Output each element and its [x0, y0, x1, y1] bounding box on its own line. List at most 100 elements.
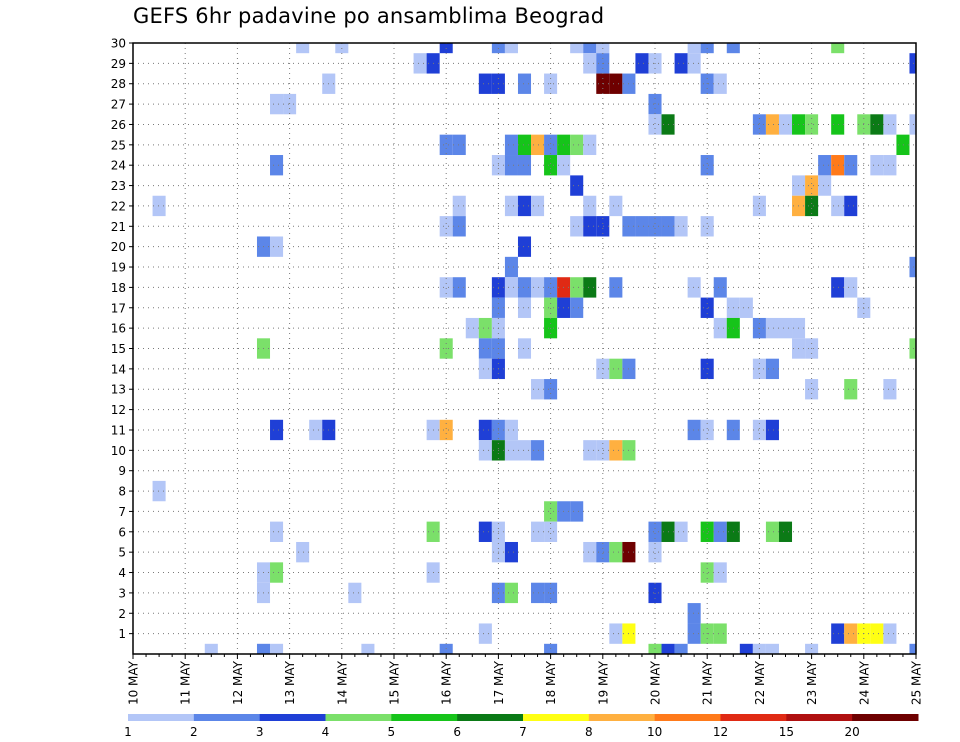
y-tick-label: 23: [111, 179, 126, 193]
heatmap-cell: [531, 440, 545, 461]
heatmap-cell: [531, 134, 545, 156]
heatmap-cell: [517, 440, 532, 461]
heatmap-cell: [713, 521, 727, 542]
legend-label: 15: [779, 725, 794, 739]
heatmap-cell: [452, 195, 466, 217]
legend-swatch: [193, 714, 261, 721]
x-tick-label: 16 MAY: [440, 660, 454, 705]
heatmap-cell: [609, 73, 623, 94]
x-tick-label: 10 MAY: [127, 660, 141, 705]
heatmap-cell: [478, 73, 492, 94]
heatmap-cell: [713, 277, 727, 298]
heatmap-cell: [583, 195, 597, 217]
y-tick-label: 24: [111, 159, 126, 173]
heatmap-cell: [504, 155, 518, 176]
heatmap-cell: [544, 582, 558, 604]
legend-swatch: [391, 714, 458, 721]
heatmap-cell: [504, 419, 518, 441]
heatmap-cell: [687, 623, 701, 644]
x-tick-label: 25 MAY: [910, 660, 924, 705]
legend-label: 2: [190, 725, 198, 739]
heatmap-cell: [778, 521, 793, 542]
heatmap-cell: [517, 155, 532, 176]
heatmap-cell: [452, 216, 466, 237]
heatmap-cell: [544, 155, 558, 176]
x-tick-label: 20 MAY: [649, 660, 663, 705]
heatmap-cell: [700, 155, 714, 176]
heatmap-cell: [544, 379, 558, 400]
heatmap-cell: [348, 582, 362, 604]
legend-swatch: [654, 714, 721, 721]
heatmap-cell: [739, 297, 753, 318]
heatmap-cell: [752, 114, 766, 135]
heatmap-cell: [413, 53, 427, 74]
heatmap-cell: [583, 277, 597, 298]
heatmap-cell: [831, 623, 845, 644]
heatmap-cell: [752, 195, 766, 217]
y-tick-label: 20: [111, 240, 126, 254]
heatmap-cell: [674, 216, 688, 237]
heatmap-cell: [713, 623, 727, 644]
x-tick-label: 19 MAY: [596, 660, 610, 705]
heatmap-cell: [870, 114, 884, 135]
y-tick-label: 26: [111, 118, 126, 132]
y-tick-label: 18: [111, 281, 126, 295]
heatmap-cell: [752, 419, 766, 441]
heatmap-cell: [609, 541, 623, 563]
x-tick-label: 24 MAY: [857, 660, 871, 705]
heatmap-cell: [570, 501, 584, 522]
y-tick-label: 22: [111, 199, 126, 213]
x-tick-label: 12 MAY: [231, 660, 245, 705]
heatmap-cell: [583, 216, 597, 237]
heatmap-cell: [883, 155, 897, 176]
y-tick-label: 27: [111, 98, 126, 112]
heatmap-cell: [517, 134, 532, 156]
heatmap-cell: [674, 521, 688, 542]
heatmap-cell: [283, 93, 297, 115]
heatmap-cell: [570, 134, 584, 156]
heatmap-cell: [439, 216, 453, 237]
heatmap-cell: [635, 216, 649, 237]
heatmap-cell: [270, 155, 284, 176]
heatmap-cell: [504, 541, 518, 563]
heatmap-cell: [439, 277, 453, 298]
heatmap-cell: [478, 440, 492, 461]
legend-swatch: [720, 714, 787, 721]
heatmap-cell: [204, 643, 218, 654]
heatmap-cell: [805, 195, 819, 217]
heatmap-cell: [609, 195, 623, 217]
heatmap-cell: [570, 175, 584, 196]
x-tick-label: 23 MAY: [805, 660, 819, 705]
legend-label: 12: [713, 725, 728, 739]
y-tick-label: 6: [118, 525, 126, 539]
heatmap-cell: [570, 277, 584, 298]
heatmap-cell: [909, 338, 916, 359]
heatmap-cell: [765, 358, 779, 380]
heatmap-cell: [870, 623, 884, 644]
heatmap-cell: [517, 73, 532, 94]
heatmap-cell: [517, 236, 532, 257]
heatmap-cell: [452, 134, 466, 156]
legend-swatch: [325, 714, 392, 721]
legend-swatch: [457, 714, 524, 721]
heatmap-cell: [687, 277, 701, 298]
heatmap-cell: [478, 338, 492, 359]
heatmap-cell: [439, 419, 453, 441]
y-tick-label: 17: [111, 301, 126, 315]
heatmap-cell: [909, 114, 916, 135]
y-tick-label: 25: [111, 138, 126, 152]
heatmap-cell: [635, 53, 649, 74]
legend-label: 7: [519, 725, 527, 739]
dotted-grid: [133, 43, 916, 654]
y-tick-label: 9: [118, 464, 126, 478]
heatmap-cell: [661, 643, 675, 654]
y-tick-label: 2: [118, 607, 126, 621]
heatmap-cell: [544, 277, 558, 298]
heatmap-cell: [504, 440, 518, 461]
heatmap-cell: [517, 338, 532, 359]
heatmap-cell: [596, 440, 610, 461]
heatmap-cell: [478, 358, 492, 380]
heatmap-cell: [883, 379, 897, 400]
heatmap-cell: [296, 43, 310, 54]
